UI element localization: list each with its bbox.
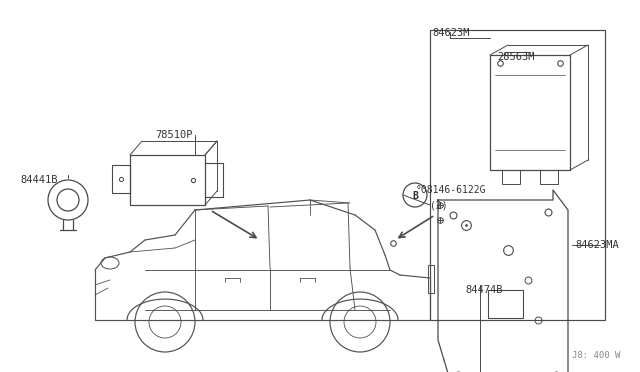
Bar (490, 55, 570, 170)
Text: 28563M: 28563M (497, 52, 534, 62)
Bar (130, 155, 205, 205)
Text: 84474B: 84474B (465, 285, 502, 295)
Text: B: B (412, 191, 418, 201)
Bar (430, 30, 605, 320)
Bar (488, 290, 523, 318)
Text: 84623M: 84623M (432, 28, 470, 38)
Text: J8: 400 W: J8: 400 W (572, 351, 620, 360)
Bar (540, 170, 558, 184)
Bar (428, 265, 434, 293)
Text: °08146-6122G: °08146-6122G (416, 185, 486, 195)
Text: 84441B: 84441B (20, 175, 58, 185)
Text: 78510P: 78510P (155, 130, 193, 140)
Bar (112, 165, 130, 193)
Text: (2): (2) (430, 200, 447, 210)
Bar (502, 170, 520, 184)
Text: 84623MA: 84623MA (575, 240, 619, 250)
